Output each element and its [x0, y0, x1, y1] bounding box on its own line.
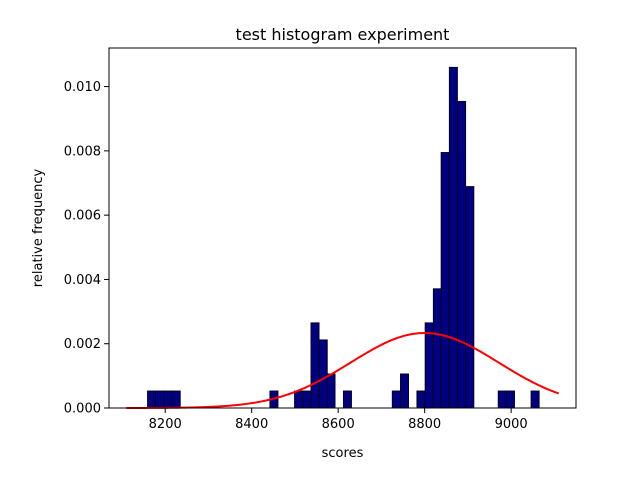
histogram-bar-11 [391, 390, 401, 409]
histogram-bar-15 [432, 288, 442, 409]
histogram-bar-17 [448, 66, 458, 409]
plot-frame [108, 47, 577, 409]
y-axis-ticks: 0.000 0.002 0.004 0.006 0.008 0.010 [64, 80, 109, 417]
y-tick-label-1: 0.002 [64, 337, 101, 352]
histogram-bar-0 [147, 390, 157, 409]
y-tick-label-0: 0.000 [64, 402, 101, 417]
x-tick-label-3: 8800 [408, 417, 441, 432]
histogram-bar-22 [530, 390, 540, 409]
histogram-bar-20 [497, 390, 507, 409]
y-tick-label-4: 0.008 [64, 144, 101, 159]
y-tick-label-3: 0.006 [64, 209, 101, 224]
y-tick-label-5: 0.010 [64, 80, 101, 95]
histogram-bar-16 [440, 152, 450, 409]
histogram-bar-18 [457, 100, 467, 409]
y-axis-label: relative frequency [31, 169, 46, 288]
x-tick-label-1: 8400 [235, 417, 268, 432]
x-tick-label-0: 8200 [149, 417, 182, 432]
histogram-bar-1 [155, 390, 165, 409]
x-tick-label-4: 9000 [495, 417, 528, 432]
histogram-bar-14 [424, 322, 434, 409]
histogram-bar-7 [310, 322, 320, 409]
histogram-bar-9 [326, 373, 336, 409]
histogram-bar-2 [163, 390, 173, 409]
y-tick-label-2: 0.004 [64, 273, 101, 288]
histogram-bar-10 [342, 390, 352, 409]
fitted-curve-line-0 [126, 332, 560, 409]
histogram-bar-12 [400, 373, 409, 409]
x-tick-label-2: 8600 [322, 417, 355, 432]
histogram-bar-6 [302, 390, 312, 409]
histogram-bar-21 [505, 390, 515, 409]
x-axis-ticks: 8200 8400 8600 8800 9000 [149, 408, 528, 432]
histogram-bar-13 [416, 390, 426, 409]
histogram-bar-5 [294, 390, 304, 409]
chart-title: test histogram experiment [236, 25, 450, 44]
x-axis-label: scores [322, 446, 364, 461]
histogram-bar-19 [465, 186, 475, 409]
curve-layer [126, 332, 560, 409]
histogram-bar-3 [171, 390, 181, 409]
histogram-bar-8 [318, 339, 328, 409]
